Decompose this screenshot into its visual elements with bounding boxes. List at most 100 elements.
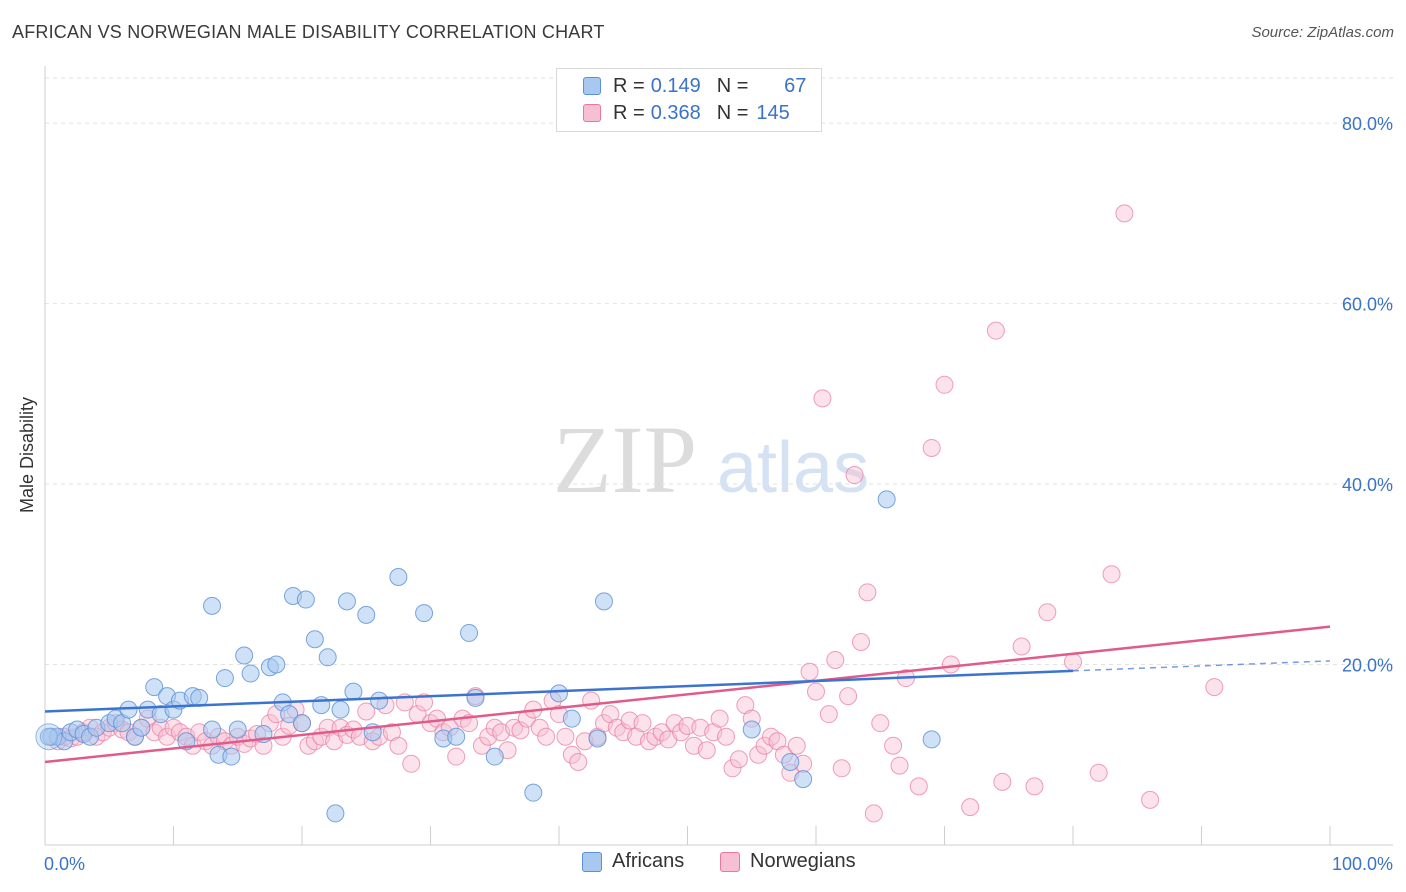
y-tick-label: 40.0%	[1342, 475, 1393, 495]
african-point	[119, 700, 138, 719]
african-point	[524, 783, 543, 802]
norwegian-point	[787, 736, 806, 755]
norwegians-swatch	[583, 104, 601, 122]
african-point	[145, 678, 164, 697]
norwegian-point	[357, 702, 376, 721]
african-point	[447, 727, 466, 746]
norwegian-point	[299, 736, 318, 755]
norwegian-point	[402, 754, 421, 773]
norwegian-point	[582, 691, 601, 710]
legend-row-africans: R = 0.149 N = 67	[583, 73, 806, 99]
norwegians-trendline	[44, 625, 1331, 764]
norwegian-point	[511, 721, 530, 740]
african-point	[203, 720, 222, 739]
norwegian-point	[941, 655, 960, 674]
african-point	[550, 684, 568, 703]
african-point	[370, 691, 389, 710]
norwegian-point	[723, 759, 742, 778]
norwegian-point	[845, 466, 864, 485]
norwegian-point	[884, 736, 903, 755]
african-point	[318, 648, 337, 667]
african-point	[241, 664, 260, 683]
norwegian-point	[749, 745, 768, 764]
norwegian-point	[697, 741, 716, 760]
african-point	[588, 729, 607, 748]
african-point	[742, 720, 761, 739]
norwegian-point	[909, 777, 928, 796]
norwegian-point	[922, 438, 941, 457]
african-point	[293, 714, 311, 733]
norwegian-point	[447, 747, 466, 766]
norwegian-point	[819, 705, 838, 724]
norwegian-point	[652, 723, 671, 742]
african-point	[326, 804, 345, 823]
norwegian-point	[1205, 678, 1224, 697]
legend-n-key: N =	[716, 101, 749, 124]
africans-trendline-extension	[1072, 660, 1331, 672]
african-point	[415, 604, 434, 623]
african-point	[215, 669, 234, 688]
norwegian-point	[1141, 790, 1160, 809]
norwegian-point	[556, 727, 575, 746]
legend-r-value: 0.368	[650, 101, 701, 124]
african-point	[228, 720, 247, 739]
african-point	[331, 700, 350, 719]
african-point	[132, 718, 151, 737]
norwegian-point	[832, 759, 851, 778]
norwegian-point	[890, 756, 909, 775]
norwegian-point	[639, 732, 658, 751]
norwegian-point	[633, 714, 652, 733]
africans-trendline	[44, 669, 1074, 713]
legend-r-key: R =	[613, 74, 645, 97]
chart-title: AFRICAN VS NORWEGIAN MALE DISABILITY COR…	[12, 22, 605, 42]
norwegian-point	[1102, 565, 1121, 584]
africans-legend-label: Africans	[612, 850, 685, 872]
norwegian-point	[415, 693, 434, 712]
norwegian-point	[562, 745, 581, 764]
norwegians-legend-label: Norwegians	[750, 850, 856, 872]
stats-legend: R = 0.149 N = 67 R = 0.368 N = 145	[556, 68, 822, 132]
norwegian-point	[826, 651, 845, 670]
african-point	[485, 747, 504, 766]
source-credit: Source: ZipAtlas.com	[1251, 24, 1394, 41]
norwegian-point	[993, 772, 1012, 791]
norwegian-point	[530, 718, 549, 737]
african-point	[794, 770, 813, 789]
african-point	[562, 709, 581, 728]
norwegian-point	[1025, 777, 1044, 796]
norwegian-point	[800, 662, 819, 681]
norwegian-point	[1089, 763, 1108, 782]
african-point	[222, 747, 241, 766]
african-point	[337, 592, 356, 611]
x-tick-label: 100.0%	[1332, 854, 1393, 874]
legend-n-value: 145	[756, 101, 790, 124]
watermark-zip: ZIP	[553, 406, 697, 513]
norwegian-point	[807, 682, 825, 701]
legend-item-africans[interactable]: Africans	[582, 850, 684, 873]
african-point	[190, 688, 209, 707]
norwegian-point	[858, 583, 877, 602]
legend-n-value: 67	[784, 74, 807, 97]
norwegian-point	[1012, 637, 1031, 656]
y-tick-label: 60.0%	[1342, 295, 1393, 315]
norwegian-point	[389, 736, 408, 755]
african-point	[460, 623, 479, 642]
x-tick-label: 0.0%	[44, 854, 85, 874]
norwegian-point	[729, 750, 748, 769]
legend-row-norwegians: R = 0.368 N = 145	[583, 100, 796, 126]
african-point	[296, 590, 315, 609]
african-point	[922, 730, 941, 749]
african-point	[781, 752, 800, 771]
norwegian-point	[864, 804, 883, 823]
norwegian-point	[871, 714, 890, 733]
y-tick-label: 80.0%	[1342, 114, 1393, 134]
watermark-atlas: atlas	[717, 428, 869, 508]
norwegian-point	[672, 723, 691, 742]
african-cluster-point	[35, 723, 63, 751]
norwegians-legend-swatch	[720, 851, 740, 872]
norwegian-point	[813, 389, 832, 408]
norwegian-point	[164, 718, 183, 737]
legend-item-norwegians[interactable]: Norwegians	[720, 850, 856, 873]
african-point	[203, 596, 222, 615]
